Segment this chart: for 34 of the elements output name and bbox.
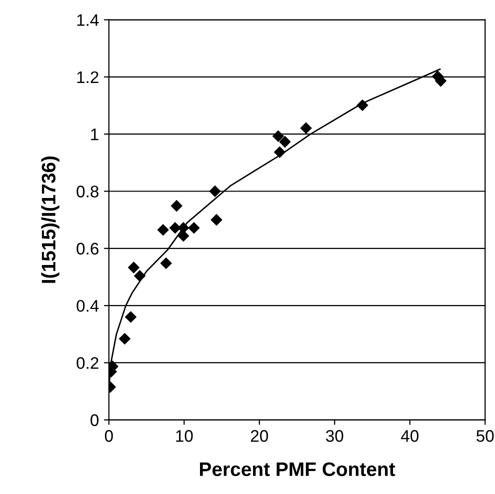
point [178, 222, 189, 234]
y-tick-label: 0.6 [76, 242, 98, 255]
x-tick-label: 0 [104, 430, 113, 442]
point [188, 222, 200, 234]
point [300, 122, 312, 134]
point [274, 146, 286, 158]
x-tick-label: 30 [326, 430, 344, 442]
y-tick-label: 0.2 [76, 357, 98, 369]
point [125, 311, 136, 323]
y-axis-title: I(1515)/I(1736) [41, 156, 60, 283]
y-tick-label: 1.2 [77, 71, 98, 83]
point [119, 333, 130, 344]
point [272, 130, 284, 142]
point [170, 222, 181, 234]
y-tick-label: 0 [90, 414, 99, 426]
x-tick-label: 10 [176, 430, 193, 442]
point [279, 136, 291, 148]
point [210, 214, 222, 226]
point [134, 270, 146, 282]
x-tick-label: 50 [476, 430, 494, 442]
point [128, 262, 140, 274]
y-tick-label: 1 [91, 128, 98, 140]
point [178, 230, 189, 242]
x-axis-title: Percent PMF Content [200, 462, 396, 476]
x-tick-label: 20 [250, 430, 268, 442]
x-tick-label: 40 [400, 430, 418, 442]
y-tick-label: 1.4 [77, 14, 99, 26]
point [209, 186, 221, 197]
point [356, 100, 368, 111]
point [157, 224, 169, 236]
y-tick-label: 0.8 [76, 186, 98, 198]
point [160, 258, 172, 269]
y-tick-label: 0.4 [76, 300, 99, 312]
point [171, 200, 182, 212]
